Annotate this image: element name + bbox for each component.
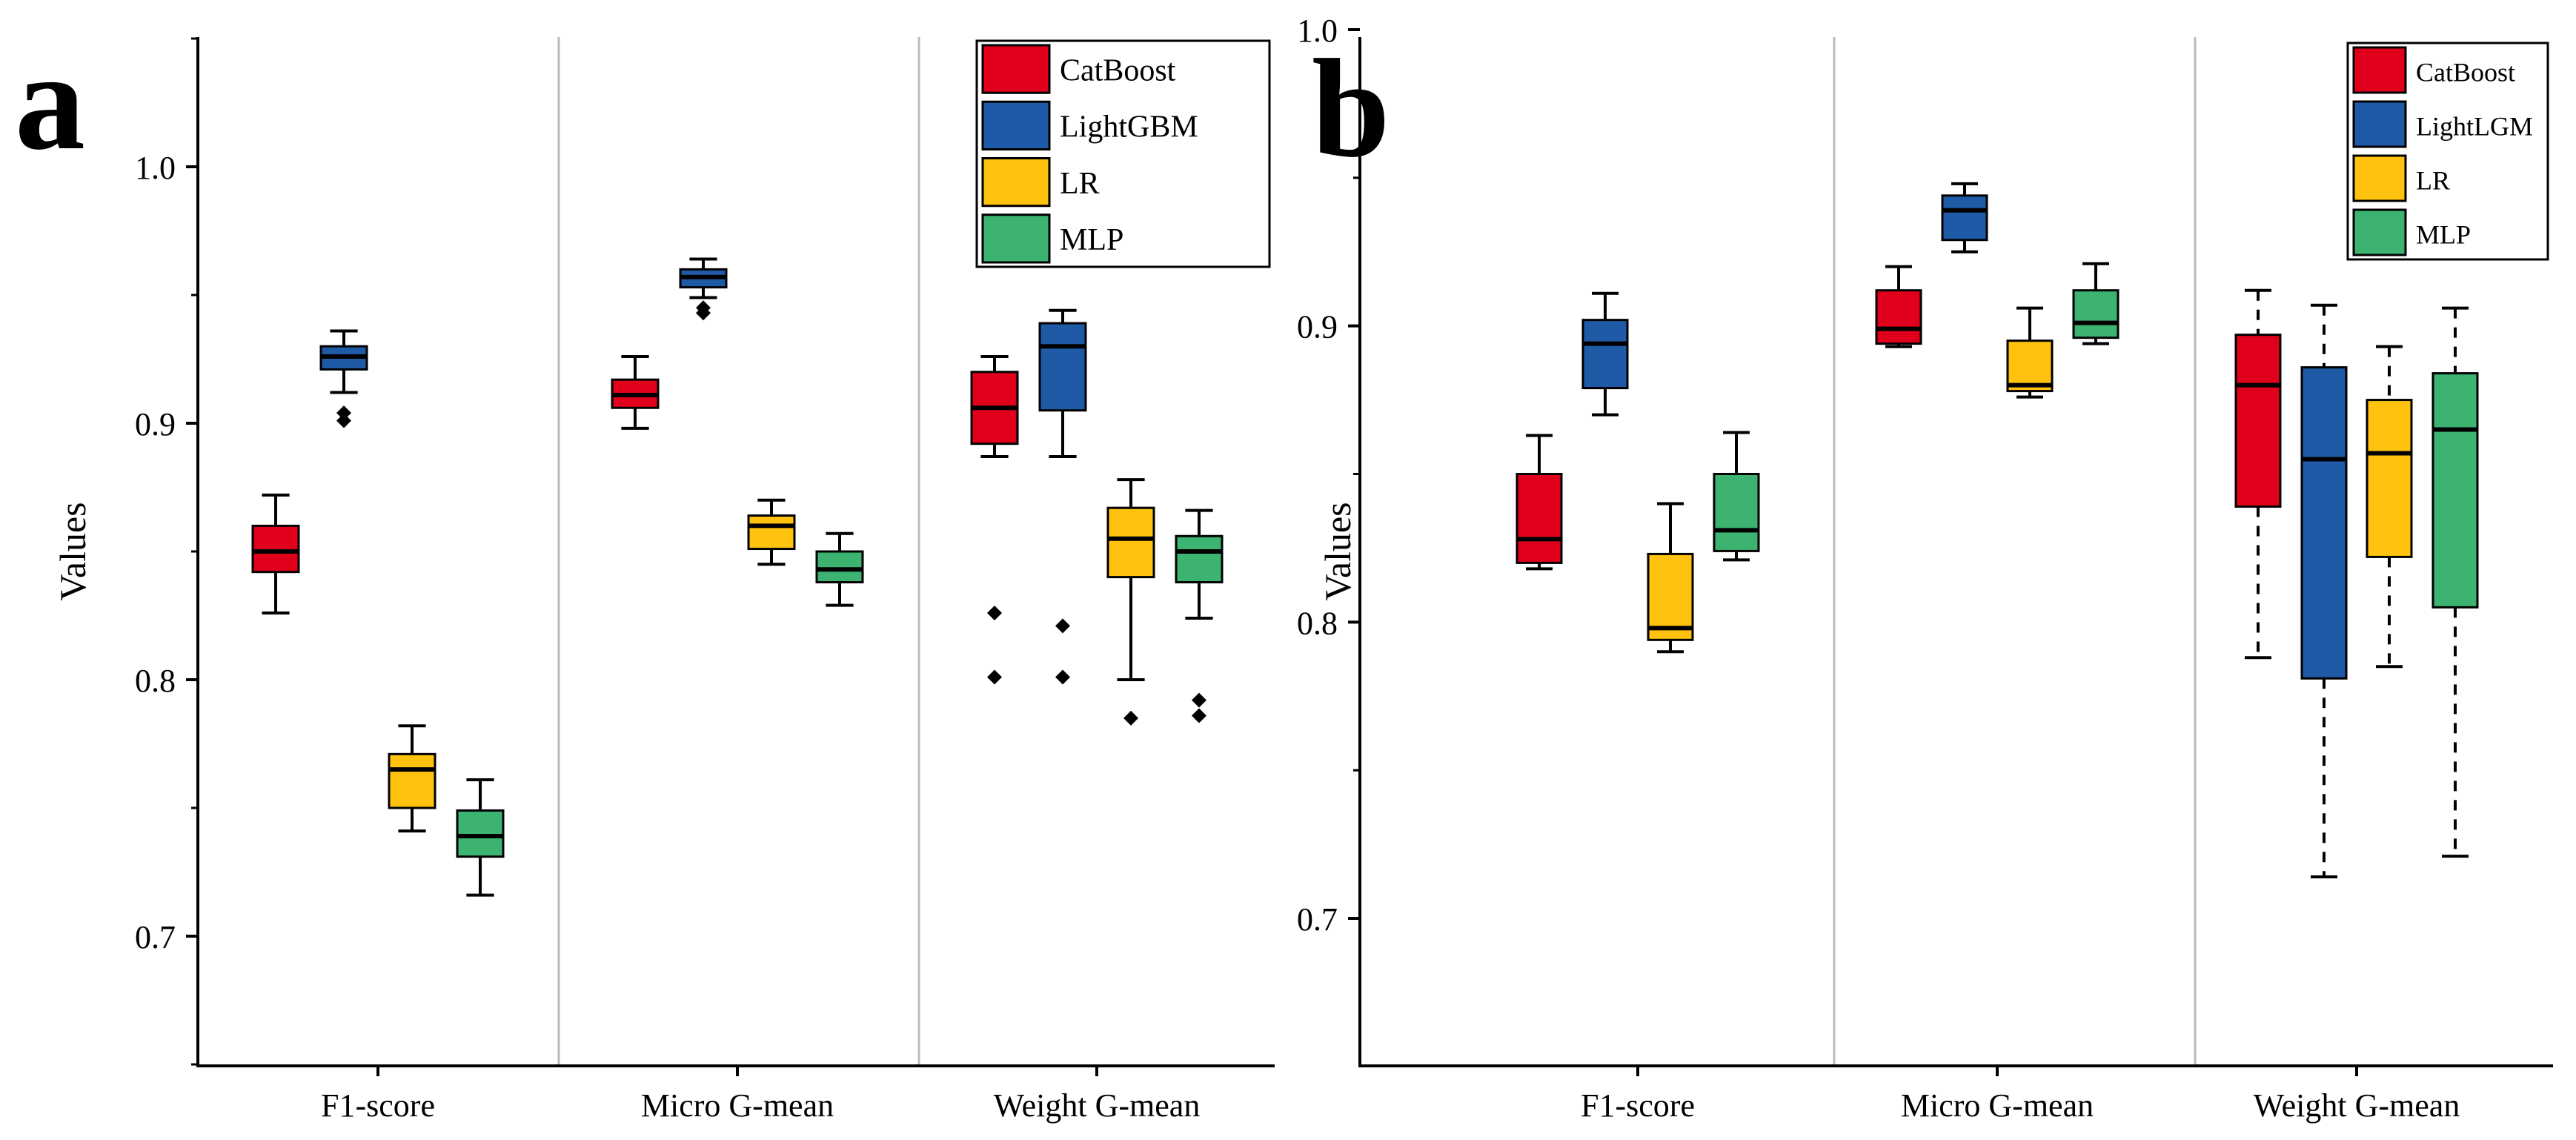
y-axis-label: Values	[1317, 502, 1358, 600]
box-mlp-micro-g-mean	[815, 531, 864, 607]
box-body	[815, 550, 864, 584]
x-tick-label: Weight G-mean	[2254, 1087, 2460, 1124]
panel-letter: b	[1312, 31, 1390, 187]
outlier-point	[1192, 708, 1206, 723]
legend-swatch	[2352, 100, 2407, 148]
box-lightgbm-weight-g-mean	[1038, 308, 1087, 685]
box-catboost-micro-g-mean	[611, 355, 660, 430]
box-catboost-f1-score	[1516, 434, 1563, 571]
box-catboost-weight-g-mean	[2234, 288, 2282, 660]
legend-label: CatBoost	[1060, 53, 1176, 87]
box-lr-weight-g-mean	[1106, 478, 1155, 726]
x-tick-label: Weight G-mean	[994, 1087, 1201, 1124]
x-tick-label: Micro G-mean	[1901, 1087, 2094, 1124]
legend-swatch	[981, 44, 1051, 94]
legend-label: LightLGM	[2416, 111, 2533, 141]
outlier-point	[336, 405, 351, 421]
y-axis-label: Values	[52, 502, 93, 600]
box-mlp-f1-score	[456, 778, 505, 897]
box-body	[1516, 473, 1563, 564]
box-lr-micro-g-mean	[2006, 306, 2054, 399]
box-body	[251, 524, 300, 574]
y-tick-label: 0.8	[1297, 605, 1338, 641]
x-tick-label: Micro G-mean	[641, 1087, 834, 1124]
box-body	[2366, 399, 2413, 558]
box-lr-micro-g-mean	[747, 498, 796, 566]
legend-swatch	[2352, 46, 2407, 94]
legend-label: LR	[2416, 165, 2450, 195]
chart-panel-a: a 0.7 0.8 0.9 1.0 Values F1-score Micro G-mean W…	[15, 24, 1275, 1124]
box-lightgbm-micro-g-mean	[679, 257, 728, 321]
box-body	[1038, 322, 1087, 412]
chart-panel-b: b 0.7 0.8 0.9 1.0 Values F1-score Micro G-mean W…	[1297, 13, 2553, 1124]
box-catboost-weight-g-mean	[970, 355, 1019, 685]
y-tick-label: 0.7	[1297, 901, 1338, 938]
legend-swatch	[981, 157, 1051, 208]
box-body	[2006, 339, 2054, 393]
legend-label: MLP	[2416, 219, 2471, 249]
box-body	[1875, 289, 1922, 345]
box-body	[456, 809, 505, 858]
x-tick-label: F1-score	[321, 1087, 435, 1124]
outlier-point	[1192, 692, 1206, 708]
y-tick-label: 0.7	[135, 919, 176, 955]
outlier-point	[336, 413, 351, 428]
box-mlp-f1-score	[1713, 431, 1760, 562]
y-tick-label: 0.8	[135, 663, 176, 699]
outlier-point	[1123, 710, 1138, 726]
box-body	[388, 752, 436, 809]
legend: CatBoost LightGBM LR MLP	[975, 39, 1271, 268]
panel-letter: a	[15, 24, 85, 179]
box-lightgbm-f1-score	[319, 329, 368, 428]
box-lightlgm-weight-g-mean	[2300, 303, 2348, 879]
y-tick-label: 0.9	[135, 406, 176, 443]
legend-label: MLP	[1060, 223, 1123, 257]
box-mlp-weight-g-mean	[2431, 306, 2479, 858]
outlier-point	[987, 669, 1002, 685]
legend-swatch	[2352, 154, 2407, 202]
outlier-point	[1055, 669, 1070, 685]
legend: CatBoost LightLGM LR MLP	[2346, 42, 2549, 261]
y-tick-label: 0.9	[1297, 309, 1338, 345]
box-body	[747, 514, 796, 551]
box-body	[1713, 473, 1760, 552]
box-body	[1647, 552, 1694, 641]
box-mlp-weight-g-mean	[1175, 508, 1224, 723]
outlier-point	[987, 606, 1002, 621]
legend-label: LightGBM	[1060, 110, 1198, 145]
legend-swatch	[2352, 208, 2407, 256]
box-catboost-f1-score	[251, 493, 300, 615]
box-lr-weight-g-mean	[2366, 345, 2413, 669]
box-body	[2431, 372, 2479, 609]
box-body	[1175, 534, 1224, 584]
box-body	[1941, 194, 1988, 242]
box-lightlgm-micro-g-mean	[1941, 182, 1988, 253]
outlier-point	[1055, 618, 1070, 634]
outlier-point	[696, 300, 711, 316]
legend-swatch	[981, 213, 1051, 264]
box-body	[2234, 334, 2282, 508]
box-catboost-micro-g-mean	[1875, 265, 1922, 348]
box-lightlgm-f1-score	[1581, 291, 1629, 417]
legend-label: LR	[1060, 167, 1100, 201]
box-body	[2072, 289, 2119, 339]
box-lr-f1-score	[388, 724, 436, 833]
box-body	[1106, 506, 1155, 579]
legend-swatch	[981, 100, 1051, 150]
box-mlp-micro-g-mean	[2072, 262, 2119, 345]
y-tick-label: 1.0	[1297, 13, 1338, 49]
y-tick-label: 1.0	[135, 150, 176, 186]
box-lr-f1-score	[1647, 502, 1694, 654]
legend-label: CatBoost	[2416, 57, 2515, 87]
x-tick-label: F1-score	[1581, 1087, 1695, 1124]
box-body	[1581, 319, 1629, 390]
box-body	[2300, 366, 2348, 680]
